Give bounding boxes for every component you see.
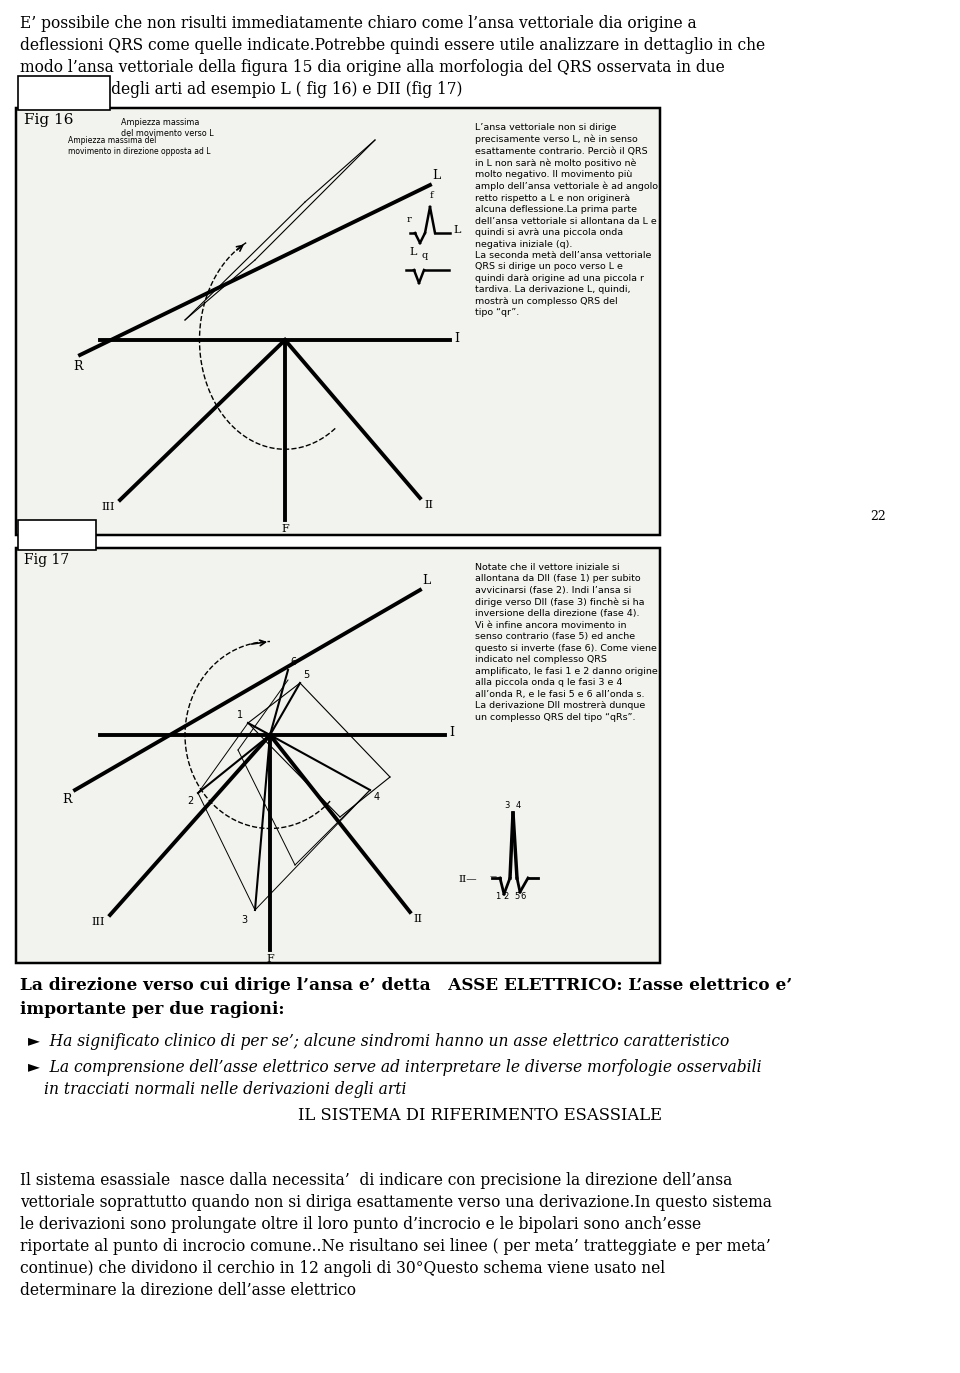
Text: 5: 5 (303, 670, 309, 680)
Text: Notate che il vettore iniziale si
allontana da DII (fase 1) per subito
avvicinar: Notate che il vettore iniziale si allont… (475, 563, 658, 722)
Text: q: q (421, 251, 427, 259)
Text: II—: II— (458, 876, 476, 884)
Text: 5: 5 (515, 892, 519, 901)
Text: 1: 1 (237, 710, 243, 719)
Text: continue) che dividono il cerchio in 12 angoli di 30°Questo schema viene usato n: continue) che dividono il cerchio in 12 … (20, 1260, 665, 1277)
Text: 4: 4 (374, 792, 380, 802)
Text: 4: 4 (516, 800, 521, 810)
Text: Fig 16: Fig 16 (24, 113, 74, 126)
Bar (18, 76, 110, 110)
Text: R: R (62, 794, 72, 806)
Text: Fig 17: Fig 17 (24, 553, 69, 567)
Text: F: F (266, 954, 274, 964)
Text: L: L (432, 169, 441, 183)
Text: —: — (490, 873, 497, 879)
Text: importante per due ragioni:: importante per due ragioni: (20, 1001, 284, 1017)
Text: deflessioni QRS come quelle indicate.Potrebbe quindi essere utile analizzare in : deflessioni QRS come quelle indicate.Pot… (20, 37, 765, 54)
Text: r: r (407, 216, 412, 224)
Text: II: II (424, 500, 433, 509)
Text: f: f (430, 191, 434, 200)
Text: Ampiezza massima
del movimento verso L: Ampiezza massima del movimento verso L (121, 118, 214, 139)
Text: L: L (409, 247, 417, 257)
Text: L’ansa vettoriale non si dirige
precisamente verso L, nè in senso
esattamente co: L’ansa vettoriale non si dirige precisam… (475, 124, 658, 317)
Text: 2: 2 (187, 796, 193, 806)
Text: La direzione verso cui dirige l’ansa e’ detta   ASSE ELETTRICO: L’asse elettrico: La direzione verso cui dirige l’ansa e’ … (20, 978, 792, 994)
Text: III: III (91, 917, 105, 927)
Text: 1: 1 (495, 892, 500, 901)
Text: derivazioni degli arti ad esempio L ( fig 16) e DII (fig 17): derivazioni degli arti ad esempio L ( fi… (20, 81, 463, 97)
Text: Il sistema esassiale  nasce dalla necessita’  di indicare con precisione la dire: Il sistema esassiale nasce dalla necessi… (20, 1173, 732, 1189)
Text: 22: 22 (870, 509, 886, 523)
Text: ►  Ha significato clinico di per se’; alcune sindromi hanno un asse elettrico ca: ► Ha significato clinico di per se’; alc… (28, 1032, 730, 1050)
Bar (18, 520, 96, 551)
FancyBboxPatch shape (16, 548, 660, 962)
Text: vettoriale soprattutto quando non si diriga esattamente verso una derivazione.In: vettoriale soprattutto quando non si dir… (20, 1195, 772, 1211)
Text: 3: 3 (505, 800, 510, 810)
Text: F: F (281, 524, 289, 534)
Text: III: III (102, 503, 115, 512)
Text: 6: 6 (520, 892, 526, 901)
Text: 3: 3 (241, 914, 247, 925)
Text: Ampiezza massima del
movimento in direzione opposta ad L: Ampiezza massima del movimento in direzi… (68, 136, 210, 157)
Text: IL SISTEMA DI RIFERIMENTO ESASSIALE: IL SISTEMA DI RIFERIMENTO ESASSIALE (298, 1107, 662, 1124)
Text: R: R (73, 360, 83, 373)
Text: I: I (454, 331, 459, 345)
Text: modo l’ansa vettoriale della figura 15 dia origine alla morfologia del QRS osser: modo l’ansa vettoriale della figura 15 d… (20, 59, 725, 76)
Text: L: L (453, 225, 461, 235)
Text: le derivazioni sono prolungate oltre il loro punto d’incrocio e le bipolari sono: le derivazioni sono prolungate oltre il … (20, 1216, 701, 1233)
FancyBboxPatch shape (16, 108, 660, 535)
Text: ►  La comprensione dell’asse elettrico serve ad interpretare le diverse morfolog: ► La comprensione dell’asse elettrico se… (28, 1059, 761, 1076)
Text: II: II (413, 914, 422, 924)
Text: L: L (422, 574, 430, 588)
Text: riportate al punto di incrocio comune..Ne risultano sei linee ( per meta’ tratte: riportate al punto di incrocio comune..N… (20, 1238, 771, 1255)
Text: determinare la direzione dell’asse elettrico: determinare la direzione dell’asse elett… (20, 1282, 356, 1299)
Text: I: I (449, 726, 454, 740)
Text: 6: 6 (290, 658, 296, 667)
Text: E’ possibile che non risulti immediatamente chiaro come l’ansa vettoriale dia or: E’ possibile che non risulti immediatame… (20, 15, 697, 32)
Text: 2: 2 (503, 892, 509, 901)
Text: in tracciati normali nelle derivazioni degli arti: in tracciati normali nelle derivazioni d… (44, 1081, 406, 1098)
